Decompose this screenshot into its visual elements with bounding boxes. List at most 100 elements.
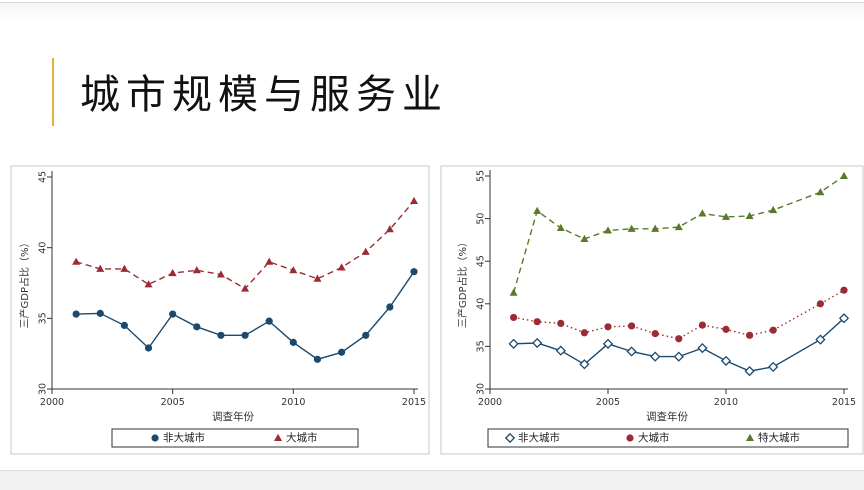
chart-frame (10, 165, 430, 455)
legend-box (111, 428, 359, 448)
chart-frame (440, 165, 864, 455)
x-axis-title: 调查年份 (212, 410, 254, 423)
data-point (120, 321, 128, 329)
series-line (513, 317, 845, 372)
data-point (557, 319, 565, 327)
data-point (192, 266, 201, 274)
legend-box (487, 428, 849, 448)
legend-marker (274, 433, 283, 441)
data-point (580, 234, 589, 243)
data-point (769, 326, 777, 334)
data-point (580, 329, 588, 337)
x-tick-label: 2000 (478, 397, 502, 408)
data-point (509, 288, 518, 296)
series-line (75, 200, 415, 290)
data-point (338, 348, 346, 356)
data-point (698, 321, 706, 329)
data-point (745, 211, 754, 220)
y-tick-label: 45 (38, 171, 49, 183)
data-point (72, 310, 80, 318)
data-point (96, 264, 105, 272)
data-point (410, 268, 418, 276)
data-point (650, 351, 661, 362)
x-tick-label: 2000 (40, 397, 64, 408)
series-group (72, 196, 418, 292)
data-point (579, 359, 590, 370)
data-point (555, 345, 566, 356)
x-axis-title: 调查年份 (646, 410, 688, 423)
legend-label: 特大城市 (758, 431, 800, 444)
left-line-chart: 30 35 40 45 2000 2005 2010 2015 三产GDP占比（%） 调查年份非大… (10, 165, 430, 455)
y-tick-label: 50 (476, 213, 487, 225)
data-point (72, 257, 81, 265)
data-point (838, 313, 850, 324)
y-tick-label: 55 (476, 170, 487, 182)
y-tick-label: 35 (476, 340, 487, 352)
data-point (169, 310, 177, 318)
data-point (96, 309, 104, 317)
data-point (651, 330, 659, 338)
data-point (386, 303, 394, 311)
x-tick-label: 2010 (281, 397, 305, 408)
data-point (510, 313, 518, 322)
top-decorative-band (0, 2, 864, 21)
series-line (513, 289, 845, 340)
data-point (840, 171, 848, 179)
data-point (362, 331, 370, 339)
legend-marker (746, 433, 754, 441)
data-point (265, 317, 273, 325)
series-group (510, 286, 848, 343)
legend-marker (151, 434, 159, 442)
series-line (512, 175, 845, 293)
x-tick-label: 2015 (832, 397, 856, 408)
data-point (508, 338, 519, 349)
legend-label: 非大城市 (163, 431, 205, 444)
data-point (697, 342, 708, 354)
data-point (673, 351, 684, 362)
data-point (722, 325, 730, 333)
y-axis-title: 三产GDP占比（%） (18, 238, 31, 329)
data-point (698, 209, 707, 217)
data-point (674, 222, 683, 231)
data-point (746, 331, 754, 339)
y-axis-title: 三产GDP占比（%） (456, 237, 469, 328)
data-point (216, 270, 225, 278)
series-group (509, 171, 848, 296)
data-point (144, 280, 153, 288)
legend-label: 大城市 (638, 431, 670, 444)
data-point (241, 284, 250, 292)
series-group (72, 268, 418, 363)
x-tick-label: 2005 (161, 397, 185, 408)
data-point (604, 323, 612, 331)
bottom-decorative-band (0, 470, 864, 490)
data-point (626, 346, 637, 357)
data-point (313, 355, 322, 363)
y-tick-label: 30 (38, 383, 49, 395)
data-point (722, 212, 730, 220)
x-tick-label: 2010 (714, 397, 738, 408)
legend-label: 大城市 (286, 431, 318, 444)
series-group (508, 313, 850, 377)
data-point (533, 318, 541, 326)
y-tick-label: 40 (476, 298, 487, 310)
y-tick-label: 35 (38, 312, 49, 324)
legend-marker (626, 434, 634, 442)
data-point (532, 337, 543, 349)
slide-title: 城市规模与服务业 (80, 72, 448, 118)
data-point (313, 274, 322, 282)
data-point (744, 365, 755, 377)
data-point (337, 263, 346, 271)
data-point (628, 322, 636, 330)
data-point (533, 206, 542, 214)
data-point (627, 224, 636, 232)
data-point (604, 226, 612, 234)
data-point (816, 187, 825, 196)
title-accent-bar (52, 58, 54, 126)
legend-label: 非大城市 (518, 431, 560, 444)
y-tick-label: 45 (476, 255, 487, 267)
data-point (265, 257, 274, 265)
data-point (816, 300, 824, 308)
legend-marker (504, 432, 516, 444)
y-tick-label: 40 (38, 242, 49, 254)
data-point (720, 355, 732, 367)
